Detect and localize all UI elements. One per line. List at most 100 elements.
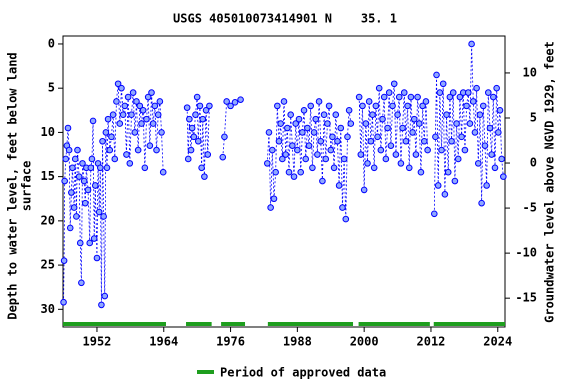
data-point	[282, 151, 289, 158]
data-point	[149, 120, 157, 127]
data-point	[417, 168, 425, 176]
data-point	[422, 98, 430, 105]
data-point	[299, 129, 306, 136]
data-point	[60, 257, 68, 264]
data-point	[359, 102, 366, 110]
data-point	[159, 168, 167, 176]
data-point	[70, 204, 78, 211]
data-point	[490, 93, 497, 101]
data-point	[380, 93, 388, 101]
y-tick-label: 30	[41, 302, 55, 316]
x-tick-label: 2012	[417, 335, 446, 349]
data-point	[88, 155, 96, 163]
data-point	[131, 129, 139, 136]
data-point	[407, 93, 415, 101]
data-point	[410, 115, 418, 123]
data-point	[357, 151, 365, 158]
data-point	[379, 115, 386, 123]
data-point	[320, 111, 328, 119]
data-point	[84, 186, 92, 194]
data-point	[309, 164, 316, 172]
data-point	[297, 168, 305, 176]
y2-tick-label: -15	[515, 291, 537, 305]
y-tick-label: 0	[48, 36, 55, 50]
data-point	[138, 120, 145, 127]
data-point	[74, 146, 81, 154]
data-point	[119, 111, 127, 119]
y-axis-label: surface	[20, 161, 34, 212]
data-point	[314, 151, 321, 158]
data-point	[285, 168, 293, 176]
data-point	[153, 146, 160, 154]
y-tick-label: 20	[41, 213, 55, 227]
data-point	[99, 137, 106, 145]
data-point	[223, 98, 230, 105]
y2-tick-label: -5	[523, 201, 537, 215]
data-point	[424, 146, 431, 154]
data-point	[319, 177, 326, 185]
data-point	[143, 115, 150, 123]
x-tick-label: 2024	[483, 335, 512, 349]
data-point	[375, 84, 383, 92]
legend-label: Period of approved data	[220, 366, 386, 380]
data-point	[190, 133, 198, 141]
data-point	[469, 98, 477, 105]
data-point	[269, 146, 276, 154]
data-point	[76, 239, 84, 247]
approved-period	[186, 322, 212, 326]
data-point	[483, 182, 490, 189]
data-point	[101, 292, 109, 300]
data-point	[443, 111, 450, 119]
data-point	[289, 142, 296, 149]
data-point	[201, 173, 208, 180]
data-point	[431, 210, 438, 218]
data-point	[280, 98, 288, 105]
data-point	[464, 89, 472, 96]
data-point	[290, 173, 298, 180]
data-point	[90, 235, 98, 242]
data-point	[78, 279, 85, 287]
data-point	[60, 298, 67, 306]
data-point	[66, 224, 74, 232]
data-point	[374, 133, 381, 141]
approved-period	[63, 322, 166, 326]
data-point	[154, 111, 162, 119]
data-point	[64, 124, 72, 132]
data-point	[221, 133, 228, 141]
plot-frame	[62, 35, 506, 328]
data-point	[275, 137, 283, 145]
data-point	[476, 111, 484, 119]
data-point	[305, 142, 313, 149]
data-point	[468, 40, 475, 48]
data-point	[500, 173, 507, 180]
data-point	[473, 84, 480, 92]
data-point	[80, 177, 88, 185]
data-point	[461, 146, 469, 154]
data-point	[339, 204, 346, 211]
data-point	[192, 111, 199, 119]
data-point	[93, 254, 101, 262]
data-point	[390, 80, 398, 88]
data-point	[272, 168, 279, 176]
data-point	[81, 199, 89, 207]
data-point	[106, 146, 114, 154]
data-point	[103, 164, 111, 172]
approved-period	[221, 322, 246, 326]
data-point	[199, 115, 207, 123]
data-point	[146, 142, 154, 149]
data-point	[498, 155, 505, 163]
data-point	[377, 146, 385, 154]
data-point	[156, 98, 164, 105]
data-point	[444, 168, 452, 176]
data-point	[491, 164, 499, 172]
chart-title: USGS 405010073414901 N 35. 1	[173, 12, 397, 26]
data-point	[91, 182, 99, 189]
data-point	[463, 102, 470, 110]
data-point	[104, 115, 112, 123]
data-point	[334, 137, 341, 145]
data-point	[493, 84, 500, 92]
data-point	[344, 133, 351, 141]
data-point	[98, 301, 105, 309]
data-point	[392, 151, 400, 158]
data-point	[139, 106, 147, 114]
